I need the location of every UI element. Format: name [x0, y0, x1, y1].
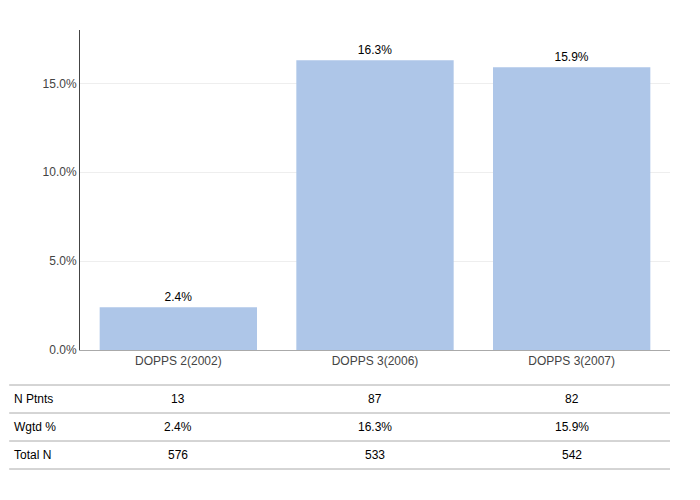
svg-text:15.9%: 15.9%: [554, 50, 588, 64]
svg-text:16.3%: 16.3%: [358, 420, 392, 434]
svg-text:0.0%: 0.0%: [49, 343, 77, 357]
svg-text:87: 87: [368, 392, 382, 406]
svg-text:15.0%: 15.0%: [43, 77, 77, 91]
svg-text:576: 576: [168, 448, 188, 462]
svg-text:2.4%: 2.4%: [164, 420, 192, 434]
svg-text:82: 82: [565, 392, 579, 406]
svg-text:542: 542: [562, 448, 582, 462]
svg-text:10.0%: 10.0%: [43, 165, 77, 179]
svg-text:16.3%: 16.3%: [358, 43, 392, 57]
svg-text:5.0%: 5.0%: [49, 254, 77, 268]
svg-text:2.4%: 2.4%: [164, 290, 192, 304]
svg-text:DOPPS 3(2007): DOPPS 3(2007): [528, 354, 615, 368]
svg-text:Total N: Total N: [14, 448, 51, 462]
svg-text:Wgtd %: Wgtd %: [14, 420, 56, 434]
svg-text:DOPPS 3(2006): DOPPS 3(2006): [332, 354, 419, 368]
svg-text:15.9%: 15.9%: [555, 420, 589, 434]
svg-text:N Ptnts: N Ptnts: [14, 392, 53, 406]
svg-text:533: 533: [365, 448, 385, 462]
svg-text:DOPPS 2(2002): DOPPS 2(2002): [135, 354, 222, 368]
svg-text:13: 13: [171, 392, 185, 406]
